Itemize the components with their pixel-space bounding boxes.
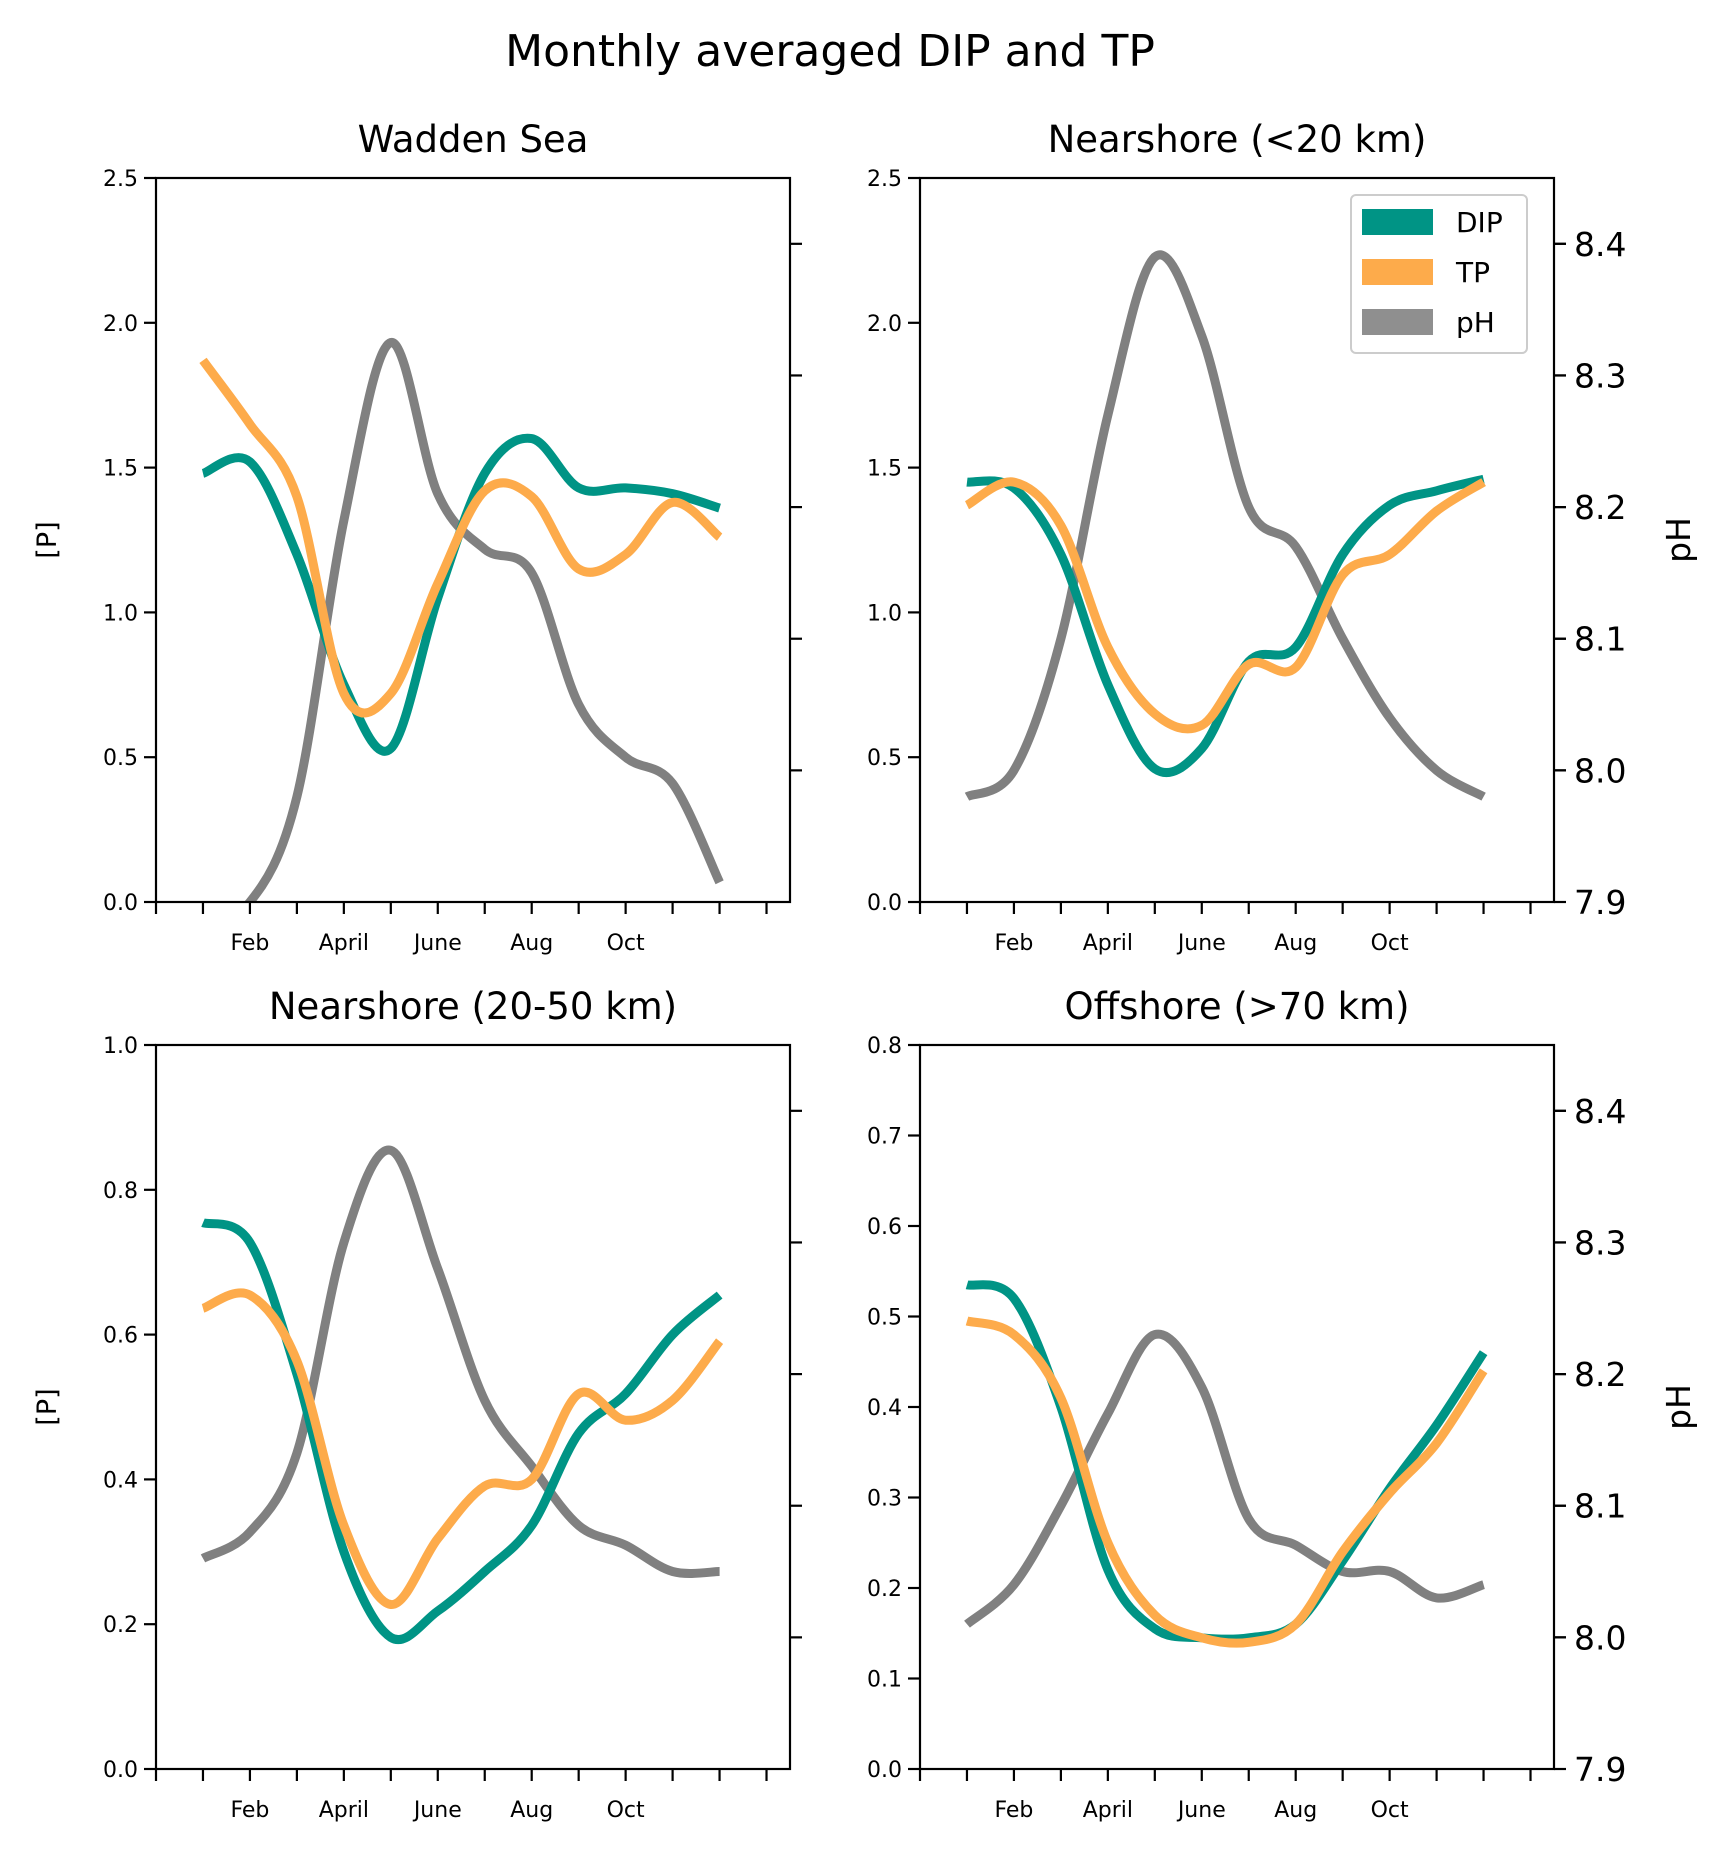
y-tick-label: 0.4 bbox=[103, 1468, 138, 1493]
y2-tick-label: 8.0 bbox=[1574, 751, 1626, 790]
y2-tick-label: 8.2 bbox=[1574, 488, 1626, 527]
y-tick-label: 0.0 bbox=[103, 1758, 138, 1783]
x-tick-label: Aug bbox=[510, 1798, 553, 1823]
series-group bbox=[199, 338, 724, 902]
y-tick-label: 2.5 bbox=[867, 167, 902, 192]
panel-title: Nearshore (<20 km) bbox=[1048, 118, 1427, 161]
series-line-dip bbox=[966, 474, 1485, 778]
y-tick-label: 0.6 bbox=[867, 1215, 902, 1240]
series-line-tp bbox=[199, 357, 723, 718]
y2-tick-label: 8.1 bbox=[1574, 620, 1626, 659]
series-line-tp bbox=[964, 477, 1486, 734]
y-tick-label: 0.5 bbox=[103, 746, 138, 771]
x-tick-label: Oct bbox=[1371, 1798, 1409, 1823]
y2-tick-label: 8.1 bbox=[1574, 1487, 1626, 1526]
x-tick-label: Aug bbox=[1274, 931, 1317, 956]
x-tick-label: Oct bbox=[607, 931, 645, 956]
panel-title: Wadden Sea bbox=[358, 118, 589, 161]
y-tick-label: 1.0 bbox=[867, 601, 902, 626]
x-tick-label: June bbox=[412, 931, 462, 956]
series-group bbox=[964, 1280, 1488, 1648]
y-tick-label: 0.8 bbox=[103, 1179, 138, 1204]
x-tick-label: Oct bbox=[1371, 931, 1409, 956]
x-tick-label: Feb bbox=[230, 1798, 269, 1823]
series-line-ph bbox=[243, 338, 724, 902]
y2-tick-label: 8.3 bbox=[1574, 356, 1626, 395]
y2-tick-label: 8.4 bbox=[1574, 1092, 1626, 1131]
y-tick-label: 2.0 bbox=[103, 312, 138, 337]
y-tick-label: 0.2 bbox=[103, 1613, 138, 1638]
y-tick-label: 0.8 bbox=[867, 1034, 902, 1059]
x-tick-label: June bbox=[412, 1798, 462, 1823]
y-tick-label: 0.5 bbox=[867, 1306, 902, 1331]
x-tick-label: Aug bbox=[510, 931, 553, 956]
series-line-dip bbox=[201, 1218, 723, 1644]
legend-label-dip: DIP bbox=[1456, 206, 1503, 239]
y2-axis-label: pH bbox=[1659, 517, 1698, 563]
axes-frame bbox=[918, 176, 1556, 904]
y-tick-label: 0.0 bbox=[867, 891, 902, 916]
legend: DIP TP pH bbox=[1350, 194, 1528, 354]
x-tick-label: Feb bbox=[994, 1798, 1033, 1823]
y-tick-label: 2.0 bbox=[867, 312, 902, 337]
axes-frame bbox=[154, 1043, 792, 1771]
series-group bbox=[200, 1145, 724, 1644]
y2-tick-label: 8.4 bbox=[1574, 225, 1626, 264]
y-tick-label: 0.7 bbox=[867, 1125, 902, 1150]
y-tick-label: 1.0 bbox=[103, 1034, 138, 1059]
series-line-dip bbox=[201, 433, 721, 756]
y-tick-label: 1.5 bbox=[867, 457, 902, 482]
y-tick-label: 0.4 bbox=[867, 1396, 902, 1421]
y-tick-label: 0.2 bbox=[867, 1577, 902, 1602]
y-tick-label: 1.0 bbox=[103, 601, 138, 626]
series-group bbox=[964, 250, 1486, 801]
y-tick-label: 1.5 bbox=[103, 457, 138, 482]
y2-tick-label: 8.3 bbox=[1574, 1223, 1626, 1262]
legend-swatch-tp bbox=[1362, 259, 1433, 285]
x-tick-label: April bbox=[1083, 1798, 1133, 1823]
series-line-ph bbox=[964, 1329, 1486, 1628]
y-axis-label: [P] bbox=[32, 1388, 63, 1425]
y-tick-label: 2.5 bbox=[103, 167, 138, 192]
panel-offshore-gt70: Offshore (>70 km) 0.0 0.1 0.2 0.3 0.4 0.5 0.6 0.… bbox=[867, 985, 1698, 1823]
y-tick-label: 0.0 bbox=[867, 1758, 902, 1783]
panel-title: Offshore (>70 km) bbox=[1064, 985, 1409, 1028]
x-tick-label: April bbox=[319, 1798, 369, 1823]
y2-tick-label: 7.9 bbox=[1574, 883, 1626, 922]
x-tick-label: Aug bbox=[1274, 1798, 1317, 1823]
y2-tick-label: 8.2 bbox=[1574, 1355, 1626, 1394]
y2-tick-label: 7.9 bbox=[1574, 1750, 1626, 1789]
panel-title: Nearshore (20-50 km) bbox=[269, 985, 677, 1028]
series-line-tp bbox=[201, 1288, 724, 1609]
y-tick-label: 0.1 bbox=[867, 1668, 902, 1693]
x-tick-label: April bbox=[1083, 931, 1133, 956]
x-tick-label: June bbox=[1176, 1798, 1226, 1823]
y-tick-label: 0.3 bbox=[867, 1487, 902, 1512]
y2-axis-label: pH bbox=[1659, 1384, 1698, 1430]
x-tick-label: Feb bbox=[230, 931, 269, 956]
legend-label-ph: pH bbox=[1456, 306, 1495, 339]
series-line-ph bbox=[200, 1145, 720, 1578]
y-tick-label: 0.6 bbox=[103, 1324, 138, 1349]
series-line-ph bbox=[964, 250, 1486, 801]
legend-label-tp: TP bbox=[1455, 256, 1490, 289]
x-tick-label: April bbox=[319, 931, 369, 956]
y-tick-label: 0.0 bbox=[103, 891, 138, 916]
x-tick-label: Oct bbox=[607, 1798, 645, 1823]
legend-swatch-ph bbox=[1362, 309, 1433, 335]
panel-nearshore-lt20: Nearshore (<20 km) 0.0 0.5 1.0 1.5 2.0 2.5 7.9 8… bbox=[867, 118, 1698, 956]
y-tick-label: 0.5 bbox=[867, 746, 902, 771]
y-axis-label: [P] bbox=[32, 521, 63, 558]
x-tick-label: June bbox=[1176, 931, 1226, 956]
axes-frame bbox=[154, 176, 792, 904]
legend-swatch-dip bbox=[1362, 209, 1433, 235]
panel-wadden-sea: Wadden Sea 0.0 0.5 1.0 1.5 2.0 2.5 Feb April June… bbox=[32, 118, 802, 956]
series-line-tp bbox=[965, 1316, 1488, 1648]
y2-tick-label: 8.0 bbox=[1574, 1618, 1626, 1657]
panel-nearshore-20-50: Nearshore (20-50 km) 0.0 0.2 0.4 0.6 0.8 1.0 Fe… bbox=[32, 985, 802, 1823]
figure-title: Monthly averaged DIP and TP bbox=[505, 26, 1155, 77]
x-tick-label: Feb bbox=[994, 931, 1033, 956]
